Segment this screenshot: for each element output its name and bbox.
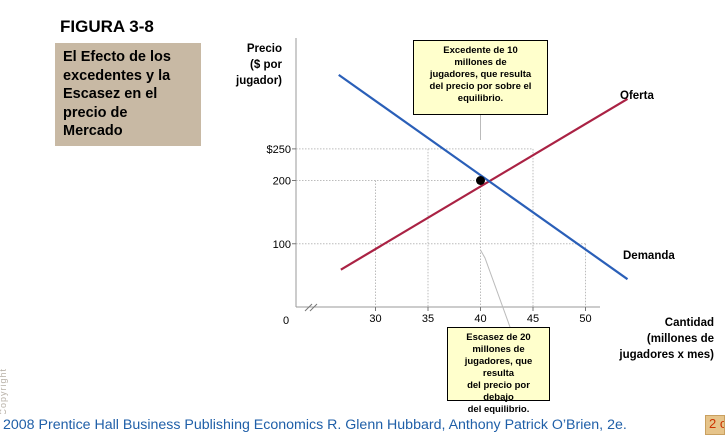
supply-demand-chart: 100 200 $250 30 35 40 45 50 0 Precio ($ por jugador…: [235, 38, 714, 361]
y-tick-label: 100: [273, 239, 291, 251]
copyright-side-mark: Copyright: [0, 368, 8, 416]
caption-line: Escasez en el: [63, 86, 158, 102]
callout-line: millones de: [454, 57, 507, 68]
x-axis-title-line: Cantidad: [665, 317, 714, 329]
caption-line: precio de: [63, 104, 128, 121]
x-tick-label: 40: [474, 313, 486, 325]
y-axis-title-line: jugador): [235, 75, 282, 87]
x-tick-label: 35: [422, 313, 434, 325]
callout-line: Escasez de 20: [466, 332, 531, 343]
y-axis-title-line: Precio: [247, 43, 282, 55]
y-tick-label: $250: [267, 144, 291, 156]
callout-line: del equilibrio.: [467, 404, 530, 415]
supply-curve: [340, 97, 629, 271]
footer-credit: 2008 Prentice Hall Business Publishing E…: [3, 417, 627, 433]
axis-break-mark: [304, 303, 313, 312]
x-axis-title-line: jugadores x mes): [618, 349, 714, 361]
excess-callout: Excedente de 10 millones de jugadores, q…: [413, 40, 548, 115]
callout-line: jugadores, que resulta: [429, 69, 532, 80]
x-tick-label: 30: [369, 313, 381, 325]
equilibrium-point: [476, 176, 485, 185]
callout-line: jugadores, que resulta: [464, 356, 533, 379]
callout-line: equilibrio.: [457, 93, 504, 104]
figure-caption-box: El Efecto de los excedentes y la Escasez…: [55, 43, 201, 146]
x-tick-label: 45: [527, 313, 539, 325]
x-axis-title-line: (millones de: [647, 333, 714, 345]
origin-label: 0: [283, 315, 289, 327]
caption-line: excedentes y la: [63, 67, 171, 84]
figure-label: FIGURA 3-8: [60, 17, 154, 36]
supply-label: Oferta: [620, 90, 654, 102]
shortage-callout: Escasez de 20 millones de jugadores, que…: [447, 327, 550, 415]
caption-line: Mercado: [63, 123, 123, 139]
axis-break-mark: [309, 303, 318, 312]
shortage-connector: [480, 249, 511, 328]
demand-label: Demanda: [623, 250, 675, 262]
page-number-button[interactable]: 2 of: [705, 415, 725, 435]
x-tick-label: 50: [579, 313, 591, 325]
callout-line: millones de: [472, 344, 525, 355]
callout-line: del precio por debajo: [467, 380, 530, 403]
caption-line: El Efecto de los: [63, 49, 171, 65]
callout-line: del precio por sobre el: [429, 81, 532, 92]
callout-line: Excedente de 10: [443, 45, 518, 56]
y-tick-label: 200: [273, 176, 291, 188]
slide-footer: 2008 Prentice Hall Business Publishing E…: [0, 414, 725, 436]
y-axis-title-line: ($ por: [250, 59, 282, 71]
